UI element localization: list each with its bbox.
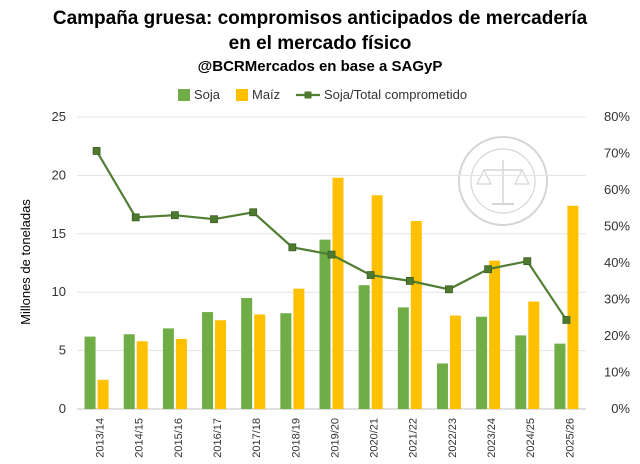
y2-tick-label: 70% [604,146,630,161]
chart-subtitle: @BCRMercados en base a SAGyP [197,58,443,75]
x-tick-label: 2022/23 [447,418,459,458]
bar-soja [358,285,370,409]
bar-soja [476,316,488,409]
y2-tick-label: 20% [604,328,630,343]
ratio-point [445,285,453,294]
ratio-point [366,271,375,279]
ratio-point [288,243,297,252]
legend-swatch-soja [178,89,190,101]
bar-maiz [175,338,187,409]
bar-maiz [489,260,501,409]
y-tick-label: 25 [52,109,66,124]
x-tick-label: 2017/18 [251,418,263,458]
y2-tick-label: 40% [604,255,630,270]
bar-soja [202,312,214,409]
ratio-point [170,211,179,220]
bar-maiz [215,320,227,409]
ratio-line [92,147,571,324]
ratio-point [327,250,336,259]
y-axis-right: 0% 10% 20% 30% 40% 50% 60% 70% 80% [604,109,630,416]
ratio-point [92,147,101,155]
x-tick-label: 2018/19 [290,418,302,458]
bar-soja [84,336,96,409]
bar-soja [436,363,448,409]
y-tick-label: 0 [59,401,66,416]
ratio-point [523,257,532,266]
bar-maiz [97,379,109,409]
bcr-seal-watermark [458,136,548,226]
y2-tick-label: 30% [604,292,630,307]
x-tick-label: 2024/25 [525,418,537,458]
y2-tick-label: 80% [604,109,630,124]
y2-tick-label: 50% [604,219,630,234]
legend-swatch-maiz [236,89,248,101]
ratio-point [562,316,571,324]
bar-soja [162,328,174,409]
ratio-point [249,208,258,217]
legend-label-soja: Soja [194,87,221,102]
legend-label-ratio: Soja/Total comprometido [324,87,467,102]
x-tick-label: 2015/16 [173,418,185,458]
x-tick-label: 2019/20 [329,418,341,458]
bar-maiz [567,205,579,409]
y-tick-label: 15 [52,226,66,241]
ratio-point [131,213,140,222]
bar-maiz [449,315,461,409]
x-tick-label: 2013/14 [94,418,106,458]
bars [84,177,579,409]
bar-soja [319,239,331,409]
bar-soja [397,307,409,409]
bar-maiz [528,301,540,409]
y-tick-label: 5 [59,343,66,358]
bar-soja [515,335,527,409]
y-tick-label: 20 [52,167,66,182]
bar-maiz [332,177,344,409]
y2-tick-label: 60% [604,182,630,197]
bar-soja [241,298,253,409]
bar-maiz [371,195,383,409]
x-axis: 2013/14 2014/15 2015/16 2016/17 2017/18 2018/… [94,418,576,458]
y-tick-label: 10 [52,284,66,299]
x-tick-label: 2020/21 [369,418,381,458]
grid-lines [77,116,586,410]
x-tick-label: 2016/17 [212,418,224,458]
legend-marker-ratio [304,91,312,99]
x-tick-label: 2023/24 [486,418,498,458]
bar-soja [280,313,292,409]
bar-maiz [410,220,422,409]
bar-soja [123,334,135,409]
x-tick-label: 2014/15 [134,418,146,458]
y2-tick-label: 10% [604,365,630,380]
ratio-point [484,265,493,274]
x-tick-label: 2021/22 [408,418,420,458]
ratio-point [210,215,218,224]
chart-title: Campaña gruesa: compromisos anticipados … [52,8,588,29]
bar-soja [554,343,566,409]
ratio-point [405,276,414,285]
y2-tick-label: 0% [611,401,630,416]
legend: Soja Maíz Soja/Total comprometido [178,87,467,102]
chart-title-line2: en el mercado físico [228,33,412,54]
bar-maiz [254,314,266,409]
bar-maiz [136,341,148,409]
y-axis-label: Millones de toneladas [18,199,33,325]
bar-maiz [293,288,305,409]
x-tick-label: 2025/26 [564,418,576,458]
legend-label-maiz: Maíz [252,87,280,102]
y-axis-left: 0 5 10 15 20 25 [52,109,66,416]
